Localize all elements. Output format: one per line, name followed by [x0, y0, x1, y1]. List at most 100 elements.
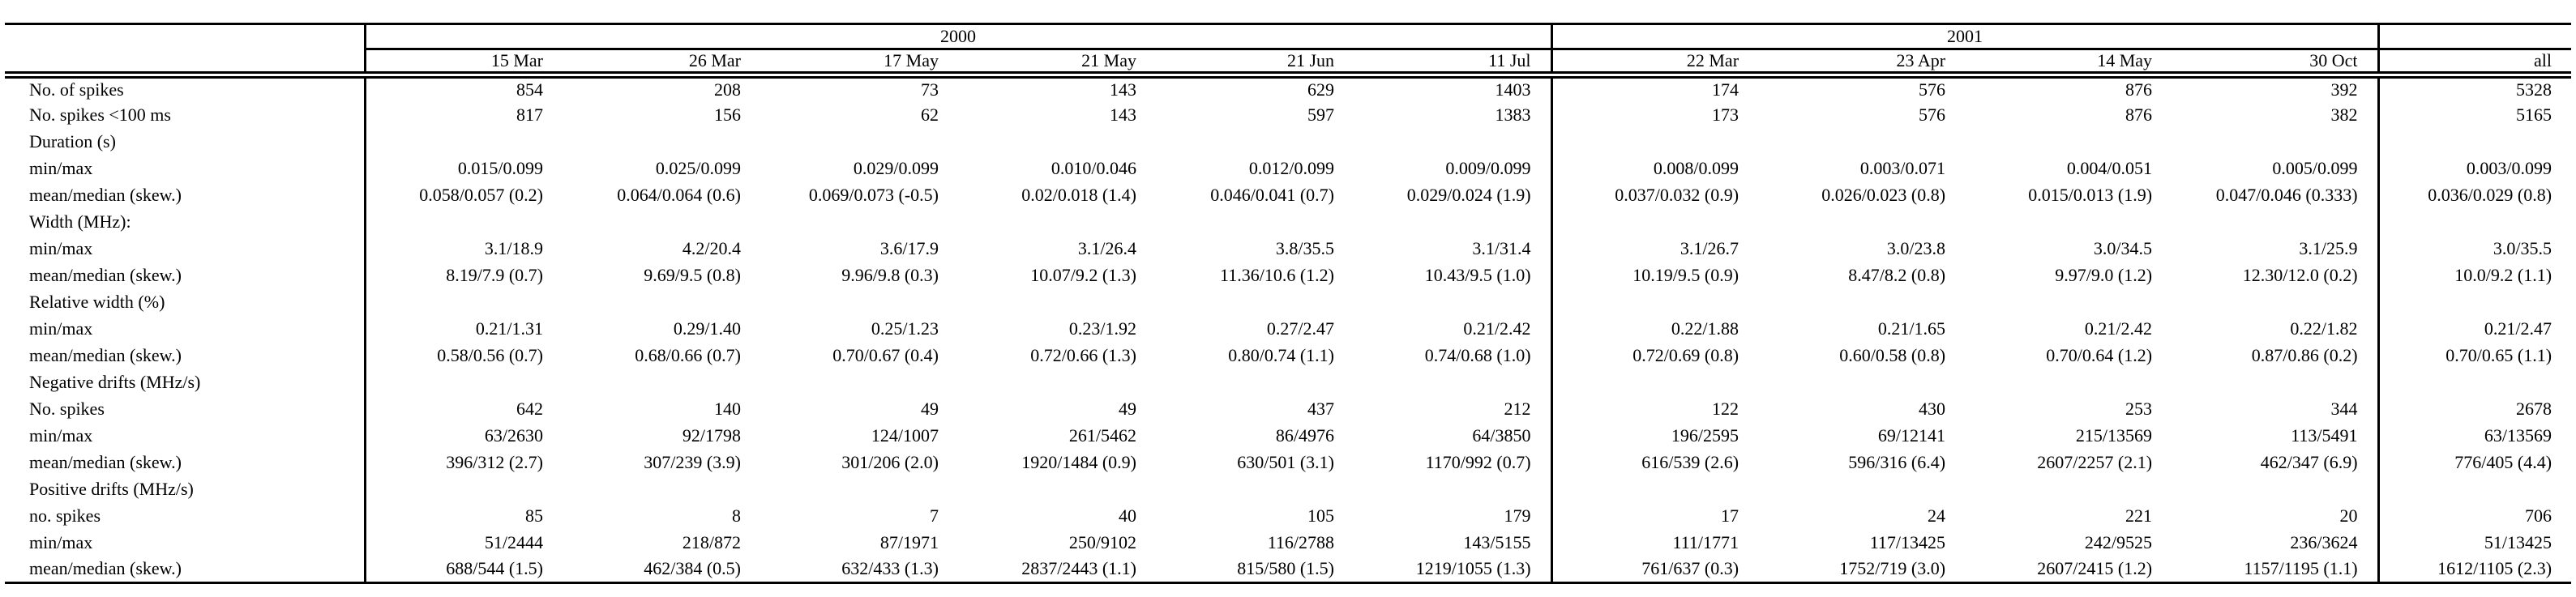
row-label: mean/median (skew.): [29, 452, 182, 472]
table-cell: 2607/2415 (1.2): [2037, 558, 2153, 579]
table-cell: 117/13425: [1869, 532, 1946, 552]
table-cell: 462/384 (0.5): [644, 558, 741, 579]
column-header-date: 14 May: [1965, 49, 2172, 79]
table-cell: 86/4976: [1275, 425, 1334, 446]
table-cell: 876: [2125, 104, 2153, 125]
table-cell: 0.025/0.099: [655, 158, 741, 178]
table-cell: 382: [2330, 104, 2358, 125]
table-cell: [1965, 369, 2172, 396]
table-cell: 208: [714, 79, 741, 100]
table-cell: 0.21/2.47: [2377, 315, 2572, 343]
table-cell: 2607/2257 (2.1): [2037, 452, 2153, 472]
table-cell: [1965, 129, 2172, 156]
table-cell: 0.069/0.073 (-0.5): [808, 185, 939, 205]
table-cell: 3.1/25.9: [2299, 238, 2358, 258]
table-cell: [958, 129, 1156, 156]
table-cell: [1156, 289, 1354, 316]
table-cell: 218/872: [682, 532, 741, 552]
table-cell: 0.026/0.023 (0.8): [1821, 185, 1946, 205]
table-cell: [2377, 208, 2572, 236]
table-cell: [958, 289, 1156, 316]
table-cell: 0.029/0.024 (1.9): [1406, 185, 1531, 205]
table-cell: [2172, 209, 2378, 236]
table-cell: 876: [2125, 79, 2153, 100]
table-body: No. of spikes 854 208 73 143 629 1403 174 576 876…: [5, 75, 2572, 583]
row-label: mean/median (skew.): [29, 185, 182, 205]
table-cell: 111/1771: [1550, 529, 1759, 556]
table-cell: 20: [2339, 505, 2358, 526]
table-cell: 2678: [2377, 395, 2572, 423]
table-cell: 69/12141: [1877, 425, 1946, 446]
table-cell: [563, 129, 760, 156]
year-header-row: 2000 2001: [5, 23, 2572, 50]
table-cell: [2377, 369, 2572, 396]
table-cell: 3.1/31.4: [1472, 238, 1531, 258]
table-cell: 0.008/0.099: [1550, 155, 1759, 182]
table-cell: 0.058/0.057 (0.2): [363, 181, 563, 209]
table-cell: 0.015/0.013 (1.9): [2028, 185, 2153, 205]
table-cell: 10.07/9.2 (1.3): [1030, 265, 1136, 285]
table-cell: [1758, 476, 1965, 503]
table-cell: 596/316 (6.4): [1848, 452, 1946, 472]
table-cell: 124/1007: [871, 425, 939, 446]
table-cell: 0.29/1.40: [673, 318, 741, 339]
table-cell: 143: [1110, 79, 1136, 100]
column-header-all: all: [2377, 49, 2572, 79]
table-cell: [1965, 476, 2172, 503]
all-column-header-spacer: [2377, 23, 2572, 50]
table-cell: 143: [1110, 104, 1136, 125]
row-label-header: [5, 49, 365, 79]
section-row: Positive drifts (MHz/s): [5, 475, 2572, 503]
table-cell: 630/501 (3.1): [1237, 452, 1334, 472]
column-header-date: 21 May: [958, 49, 1156, 79]
table-cell: 8.19/7.9 (0.7): [363, 262, 563, 289]
section-row: Duration (s): [5, 128, 2572, 156]
table-cell: 62: [921, 104, 939, 125]
table-cell: [1965, 289, 2172, 316]
table-cell: 3.0/34.5: [2093, 238, 2153, 258]
column-header-date: 23 Apr: [1758, 49, 1966, 79]
table-cell: [1156, 209, 1354, 236]
table-cell: 116/2788: [1267, 532, 1334, 552]
table-cell: 140: [714, 399, 741, 419]
table-cell: [1758, 209, 1965, 236]
table-cell: 0.010/0.046: [1051, 158, 1136, 178]
table-cell: 392: [2330, 79, 2358, 100]
table-cell: 173: [1550, 101, 1759, 129]
table-cell: [1354, 369, 1551, 396]
table-cell: [563, 289, 760, 316]
table-cell: 462/347 (6.9): [2260, 452, 2358, 472]
table-cell: 0.037/0.032 (0.9): [1550, 181, 1759, 209]
table-cell: 0.22/1.88: [1550, 315, 1759, 343]
row-label: min/max: [29, 238, 93, 258]
table-cell: 307/239 (3.9): [644, 452, 741, 472]
table-cell: [563, 369, 760, 396]
table-cell: [563, 476, 760, 503]
table-cell: 0.70/0.65 (1.1): [2377, 342, 2572, 369]
table-cell: 8: [732, 505, 741, 526]
table-cell: 0.27/2.47: [1266, 318, 1334, 339]
table-cell: 616/539 (2.6): [1550, 449, 1759, 476]
table-cell: [1354, 476, 1551, 503]
spike-statistics-table: 2000 2001 15 Mar 26 Mar 17 May 21 May 21…: [5, 23, 2572, 584]
row-label: mean/median (skew.): [29, 345, 182, 365]
table-cell: [2172, 369, 2378, 396]
table-cell: [1550, 288, 1759, 316]
table-cell: 212: [1504, 399, 1531, 419]
row-label: min/max: [29, 158, 93, 178]
table-cell: 396/312 (2.7): [363, 449, 563, 476]
table-cell: 0.009/0.099: [1445, 158, 1531, 178]
year-2000-header: 2000: [363, 23, 1552, 50]
table-cell: 7: [930, 505, 939, 526]
table-cell: 215/13569: [2075, 425, 2153, 446]
table-cell: 0.74/0.68 (1.0): [1424, 345, 1531, 365]
table-cell: 236/3624: [2290, 532, 2358, 552]
section-label: Width (MHz):: [29, 211, 131, 232]
table-cell: 0.21/1.65: [1877, 318, 1946, 339]
table-cell: 0.21/2.42: [1463, 318, 1531, 339]
data-row: mean/median (skew.) 0.058/0.057 (0.2) 0.06…: [5, 181, 2572, 209]
table-cell: 196/2595: [1550, 422, 1759, 450]
table-cell: 1219/1055 (1.3): [1415, 558, 1531, 579]
table-cell: 301/206 (2.0): [841, 452, 939, 472]
table-cell: 49: [921, 399, 939, 419]
